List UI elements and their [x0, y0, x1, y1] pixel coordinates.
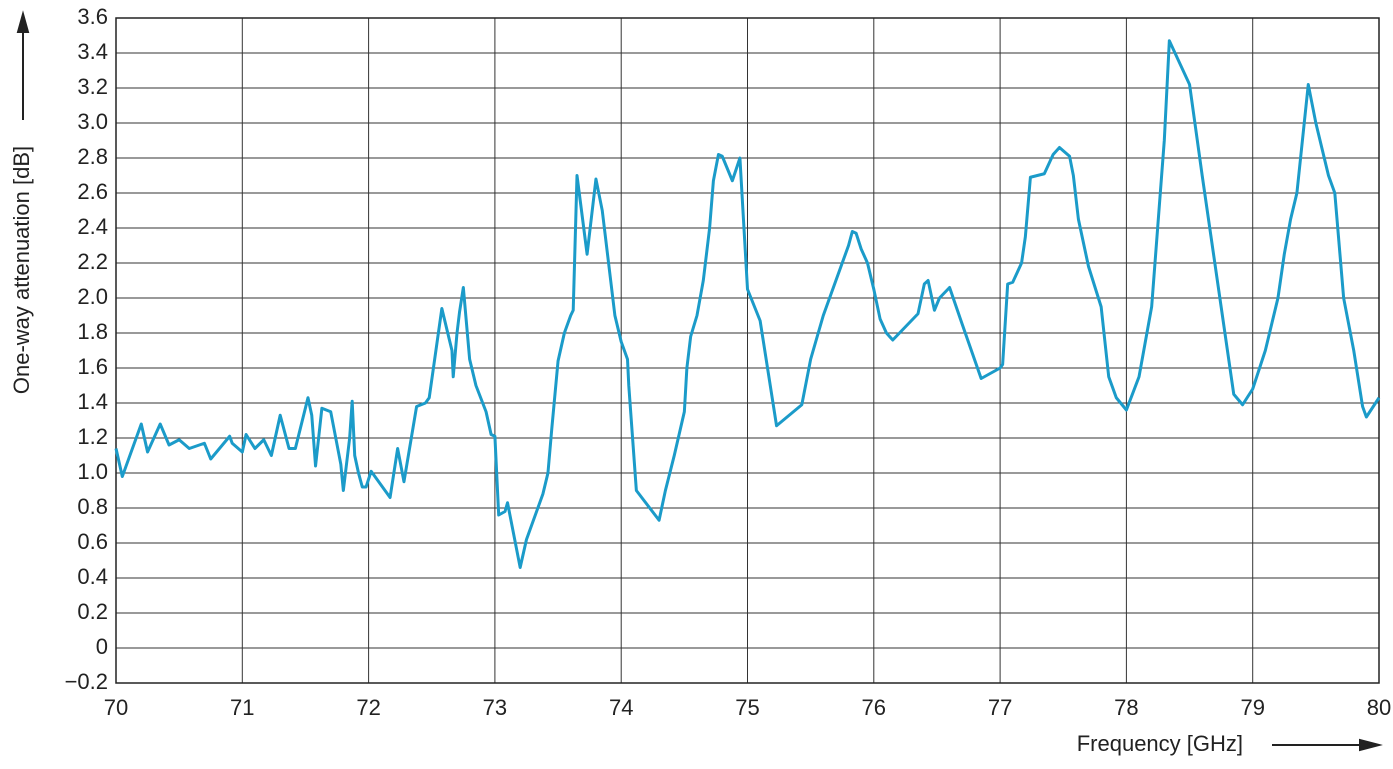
y-tick-label: 1.4: [77, 389, 108, 414]
y-tick-label: 1.6: [77, 354, 108, 379]
y-axis-label: One-way attenuation [dB]: [9, 146, 34, 394]
x-tick-label: 72: [356, 695, 380, 720]
y-tick-label: 0.6: [77, 529, 108, 554]
y-tick-label: 0.8: [77, 494, 108, 519]
y-tick-label: −0.2: [65, 669, 108, 694]
y-tick-label: 0: [96, 634, 108, 659]
y-tick-label: 3.2: [77, 74, 108, 99]
x-axis-label: Frequency [GHz]: [1077, 731, 1243, 756]
x-tick-label: 79: [1240, 695, 1264, 720]
y-tick-label: 1.2: [77, 424, 108, 449]
x-tick-label: 80: [1367, 695, 1391, 720]
y-tick-label: 3.0: [77, 109, 108, 134]
x-tick-label: 77: [988, 695, 1012, 720]
y-tick-label: 1.0: [77, 459, 108, 484]
y-tick-label: 3.4: [77, 39, 108, 64]
y-tick-label: 2.2: [77, 249, 108, 274]
y-tick-label: 2.0: [77, 284, 108, 309]
data-line: [114, 39, 1381, 569]
y-tick-label: 2.4: [77, 214, 108, 239]
y-tick-label: 2.6: [77, 179, 108, 204]
x-axis-arrow: [1272, 738, 1383, 752]
y-tick-label: 0.4: [77, 564, 108, 589]
x-tick-label: 76: [862, 695, 886, 720]
x-tick-label: 71: [230, 695, 254, 720]
y-tick-label: 2.8: [77, 144, 108, 169]
y-axis-arrow: [16, 10, 30, 120]
y-tick-label: 1.8: [77, 319, 108, 344]
plot-frame: [115, 17, 1380, 684]
y-tick-label: 3.6: [77, 4, 108, 29]
x-tick-label: 75: [735, 695, 759, 720]
x-tick-label: 74: [609, 695, 633, 720]
x-tick-label: 78: [1114, 695, 1138, 720]
x-tick-label: 73: [483, 695, 507, 720]
y-tick-label: 0.2: [77, 599, 108, 624]
x-tick-label: 70: [104, 695, 128, 720]
